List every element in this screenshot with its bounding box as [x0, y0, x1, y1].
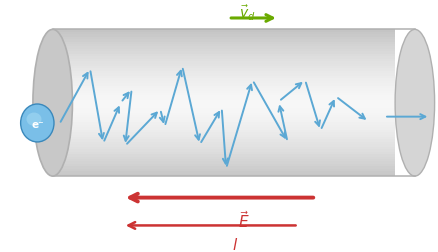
- Bar: [53, 50, 394, 52]
- Bar: [53, 89, 394, 91]
- Bar: [53, 79, 394, 82]
- Bar: [53, 74, 394, 77]
- Bar: [53, 172, 394, 174]
- Bar: [53, 47, 394, 50]
- Bar: [53, 157, 394, 160]
- Bar: [53, 113, 394, 116]
- Bar: [53, 152, 394, 155]
- Ellipse shape: [21, 105, 54, 142]
- Bar: [53, 101, 394, 104]
- Bar: [53, 40, 394, 43]
- Bar: [53, 164, 394, 167]
- Bar: [53, 147, 394, 150]
- Bar: [53, 135, 394, 138]
- Bar: [53, 154, 394, 157]
- Text: $\vec{v}_d$: $\vec{v}_d$: [239, 4, 255, 23]
- Bar: [53, 84, 394, 86]
- Bar: [53, 67, 394, 70]
- Ellipse shape: [394, 30, 434, 176]
- Bar: [53, 167, 394, 169]
- Bar: [53, 99, 394, 101]
- Bar: [53, 120, 394, 123]
- Text: $\vec{E}$: $\vec{E}$: [237, 209, 249, 230]
- Bar: [53, 42, 394, 45]
- Bar: [53, 103, 394, 106]
- Bar: [53, 128, 394, 130]
- Bar: [53, 52, 394, 55]
- Bar: [53, 57, 394, 60]
- Bar: [53, 137, 394, 140]
- Text: $l$: $l$: [231, 236, 237, 251]
- Bar: [53, 69, 394, 72]
- Ellipse shape: [33, 30, 72, 176]
- Bar: [53, 86, 394, 89]
- Bar: [53, 35, 394, 38]
- Bar: [53, 174, 394, 177]
- Bar: [53, 133, 394, 135]
- Bar: [53, 93, 394, 96]
- Bar: [53, 81, 394, 84]
- Bar: [53, 125, 394, 128]
- Bar: [53, 91, 394, 94]
- Bar: [53, 77, 394, 79]
- Bar: [53, 59, 394, 62]
- Bar: [53, 145, 394, 147]
- Bar: [53, 45, 394, 48]
- Bar: [53, 142, 394, 145]
- Bar: [53, 123, 394, 125]
- Bar: [53, 62, 394, 65]
- Bar: [53, 72, 394, 74]
- Bar: [53, 159, 394, 162]
- Bar: [53, 130, 394, 133]
- Bar: [53, 55, 394, 57]
- Bar: [53, 108, 394, 111]
- Text: e⁻: e⁻: [31, 120, 43, 130]
- Bar: [53, 140, 394, 143]
- Bar: [53, 38, 394, 40]
- Bar: [53, 64, 394, 67]
- Bar: [53, 33, 394, 35]
- Bar: [53, 150, 394, 152]
- Bar: [53, 115, 394, 118]
- Bar: [53, 30, 394, 33]
- Ellipse shape: [26, 113, 42, 126]
- Bar: [53, 111, 394, 113]
- Bar: [53, 169, 394, 172]
- Bar: [53, 106, 394, 108]
- Bar: [53, 96, 394, 99]
- Bar: [53, 118, 394, 121]
- Bar: [53, 162, 394, 165]
